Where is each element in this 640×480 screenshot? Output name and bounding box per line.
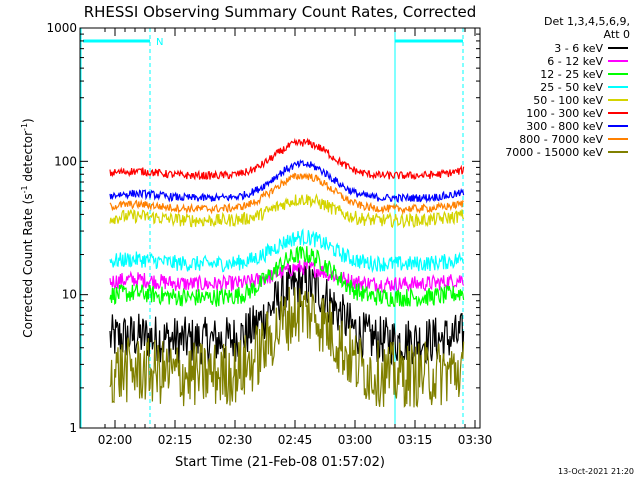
series-layer: [109, 137, 465, 408]
x-tick-label-2: 02:30: [218, 433, 253, 447]
series-line-8: [109, 286, 465, 408]
series-line-2: [109, 245, 465, 308]
x-axis-label: Start Time (21-Feb-08 01:57:02): [175, 455, 385, 470]
legend-label-4: 50 - 100 keV: [533, 94, 603, 107]
series-line-0: [109, 262, 465, 366]
legend-label-2: 12 - 25 keV: [540, 68, 603, 81]
series-line-5: [109, 137, 465, 181]
plot-frame: [79, 27, 481, 429]
legend-label-3: 25 - 50 keV: [540, 81, 603, 94]
x-tick-label-1: 02:15: [158, 433, 193, 447]
footer-timestamp: 13-Oct-2021 21:20: [558, 467, 634, 476]
legend-title-1: Det 1,3,4,5,6,9,: [544, 15, 630, 28]
legend-label-8: 7000 - 15000 keV: [505, 146, 603, 159]
legend-label-6: 300 - 800 keV: [526, 120, 603, 133]
x-axis: 02:00 02:15 02:30 02:45 03:00 03:15 03:30: [98, 28, 493, 447]
x-tick-label-0: 02:00: [98, 433, 133, 447]
x-tick-label-6: 03:30: [458, 433, 493, 447]
y-axis-label-main: Corrected Count Rate (s: [21, 193, 35, 337]
y-tick-label-1: 10: [62, 288, 77, 302]
x-tick-label-4: 03:00: [338, 433, 373, 447]
y-tick-label-0: 1: [69, 421, 77, 435]
x-tick-label-3: 02:45: [278, 433, 313, 447]
x-tick-label-5: 03:15: [398, 433, 433, 447]
chart-title: RHESSI Observing Summary Count Rates, Co…: [84, 3, 477, 21]
y-axis-label: Corrected Count Rate (s-1 detector-1): [20, 118, 35, 337]
y-axis-label-end: ): [21, 118, 35, 123]
series-line-3: [109, 228, 465, 274]
y-axis-label-sup2: -1: [20, 123, 29, 131]
y-tick-label-2: 100: [54, 154, 77, 168]
night-markers: N: [80, 28, 464, 428]
night-marker-label: N: [156, 37, 163, 48]
series-line-7: [109, 172, 464, 216]
legend-label-5: 100 - 300 keV: [526, 107, 603, 120]
y-axis-label-mid: detector: [21, 131, 35, 186]
legend-label-7: 800 - 7000 keV: [519, 133, 603, 146]
y-axis: 1 10 100 1000: [46, 21, 480, 435]
legend-title-2: Att 0: [604, 28, 630, 41]
series-line-1: [109, 259, 465, 293]
legend-label-1: 6 - 12 keV: [547, 55, 603, 68]
legend-label-0: 3 - 6 keV: [554, 42, 603, 55]
series-line-4: [109, 193, 465, 229]
series-line-6: [109, 159, 465, 204]
y-axis-label-sup1: -1: [20, 185, 29, 193]
y-tick-label-3: 1000: [46, 21, 77, 35]
